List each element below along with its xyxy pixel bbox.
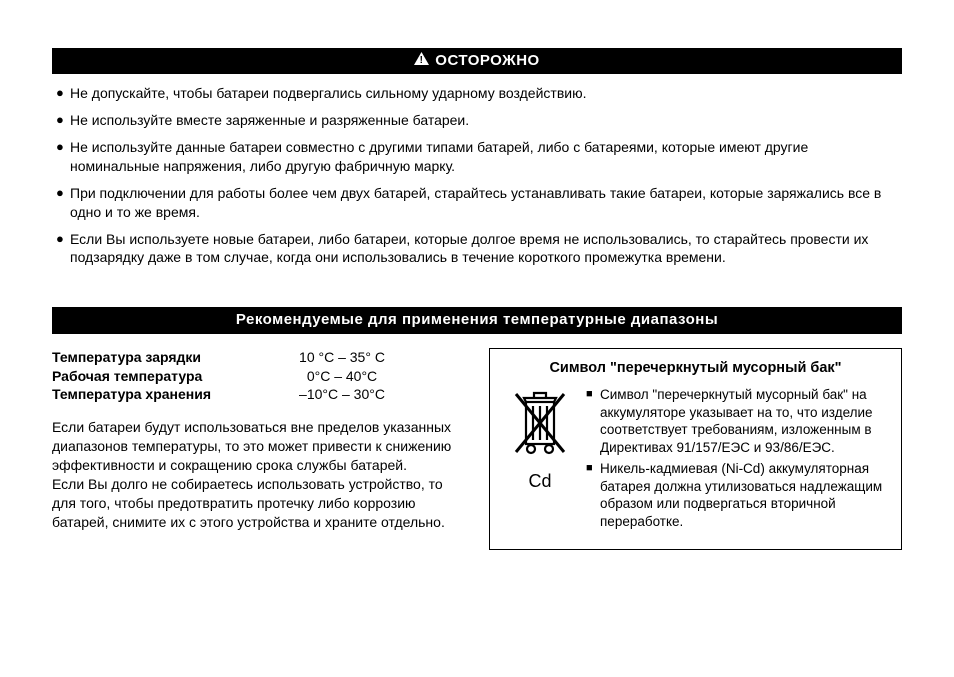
temperature-section: Рекомендуемые для применения температурн… (52, 307, 902, 549)
left-column: Температура зарядки 10 °C – 35° C Рабоча… (52, 348, 465, 550)
bullet-icon: ● (56, 138, 70, 176)
symbol-icon-column: Cd (504, 386, 576, 534)
symbol-box: Символ "перечеркнутый мусорный бак" (489, 348, 902, 550)
table-row: Температура хранения –10°C – 30°C (52, 385, 465, 404)
warning-item: ● При подключении для работы более чем д… (56, 184, 898, 222)
warning-triangle-icon: ! (414, 51, 429, 71)
warning-item: ● Если Вы используете новые батареи, либ… (56, 230, 898, 268)
symbol-box-list: ■ Символ "перечеркнутый мусорный бак" на… (586, 386, 887, 534)
warning-item: ● Не допускайте, чтобы батареи подвергал… (56, 84, 898, 103)
cd-label: Cd (528, 469, 551, 493)
warning-text: Если Вы используете новые батареи, либо … (70, 230, 898, 268)
warning-text: Не используйте вместе заряженные и разря… (70, 111, 898, 130)
table-row: Рабочая температура 0°C – 40°C (52, 367, 465, 386)
square-bullet-icon: ■ (586, 460, 600, 530)
temperature-title: Рекомендуемые для применения температурн… (236, 310, 718, 330)
warning-title: ОСТОРОЖНО (435, 51, 539, 71)
temperature-table: Температура зарядки 10 °C – 35° C Рабоча… (52, 348, 465, 405)
warning-text: При подключении для работы более чем дву… (70, 184, 898, 222)
symbol-box-text: Никель-кадмиевая (Ni-Cd) аккумуляторная … (600, 460, 887, 530)
symbol-box-text: Символ "перечеркнутый мусорный бак" на а… (600, 386, 887, 456)
temp-label: Температура хранения (52, 385, 277, 404)
temperature-paragraph: Если батареи будут использоваться вне пр… (52, 418, 465, 531)
warning-list: ● Не допускайте, чтобы батареи подвергал… (52, 74, 902, 293)
warning-header: ! ОСТОРОЖНО (52, 48, 902, 74)
square-bullet-icon: ■ (586, 386, 600, 456)
warning-item: ● Не используйте данные батареи совместн… (56, 138, 898, 176)
temperature-header: Рекомендуемые для применения температурн… (52, 307, 902, 333)
bullet-icon: ● (56, 111, 70, 130)
temp-value: –10°C – 30°C (277, 385, 407, 404)
table-row: Температура зарядки 10 °C – 35° C (52, 348, 465, 367)
columns: Температура зарядки 10 °C – 35° C Рабоча… (52, 348, 902, 550)
bullet-icon: ● (56, 184, 70, 222)
symbol-box-title: Символ "перечеркнутый мусорный бак" (504, 359, 887, 379)
symbol-box-item: ■ Никель-кадмиевая (Ni-Cd) аккумуляторна… (586, 460, 887, 530)
symbol-box-item: ■ Символ "перечеркнутый мусорный бак" на… (586, 386, 887, 456)
bullet-icon: ● (56, 84, 70, 103)
symbol-box-body: Cd ■ Символ "перечеркнутый мусорный бак"… (504, 386, 887, 534)
warning-item: ● Не используйте вместе заряженные и раз… (56, 111, 898, 130)
svg-text:!: ! (420, 55, 424, 65)
bullet-icon: ● (56, 230, 70, 268)
crossed-bin-icon (510, 386, 570, 463)
temp-value: 0°C – 40°C (277, 367, 407, 386)
warning-text: Не используйте данные батареи совместно … (70, 138, 898, 176)
right-column: Символ "перечеркнутый мусорный бак" (489, 348, 902, 550)
temp-label: Рабочая температура (52, 367, 277, 386)
temp-label: Температура зарядки (52, 348, 277, 367)
temp-value: 10 °C – 35° C (277, 348, 407, 367)
warning-text: Не допускайте, чтобы батареи подвергалис… (70, 84, 898, 103)
